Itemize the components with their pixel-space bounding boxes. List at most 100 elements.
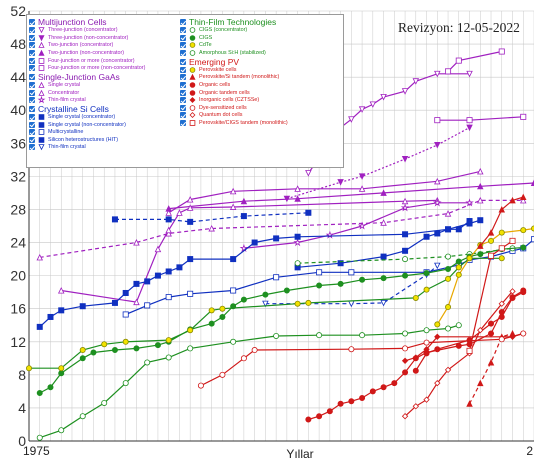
- legend-item-label: Silicon heterostructures (HIT): [48, 136, 119, 143]
- legend-checkbox[interactable]: [29, 50, 35, 56]
- legend-checkbox[interactable]: [180, 74, 186, 81]
- legend-checkbox[interactable]: [29, 73, 35, 80]
- legend-checkbox[interactable]: [29, 57, 35, 64]
- legend-checkbox[interactable]: [180, 42, 186, 49]
- legend-checkbox[interactable]: [180, 120, 186, 126]
- legend-item-label: Multicrystalline: [48, 129, 84, 136]
- data-point: [294, 260, 301, 267]
- data-point: [402, 330, 409, 337]
- series-gaas-thin-film-crystal: [239, 198, 474, 253]
- legend-checkbox[interactable]: [180, 34, 186, 41]
- series-cdte: [25, 255, 505, 372]
- data-point: [520, 113, 527, 120]
- legend-checkbox[interactable]: [180, 97, 186, 104]
- data-point: [154, 342, 161, 349]
- data-point: [111, 299, 118, 306]
- data-point: [434, 141, 441, 149]
- legend-checkbox[interactable]: [29, 136, 35, 143]
- legend-marker-icon: [189, 27, 196, 33]
- data-point: [189, 42, 196, 49]
- data-point: [520, 193, 527, 201]
- data-point: [391, 380, 398, 387]
- data-point: [294, 233, 301, 240]
- series-organic-tandem-cells: [412, 289, 527, 374]
- legend-checkbox[interactable]: [180, 112, 186, 119]
- data-point: [111, 347, 118, 354]
- data-point: [240, 296, 247, 303]
- legend-checkbox[interactable]: [29, 114, 35, 120]
- legend-checkbox[interactable]: [180, 66, 186, 73]
- data-point: [337, 280, 344, 287]
- legend-checkbox[interactable]: [29, 65, 35, 72]
- data-point: [509, 294, 516, 301]
- legend-checkbox[interactable]: [180, 19, 186, 25]
- data-point: [434, 321, 441, 328]
- x-tick-label: 1975: [23, 444, 50, 458]
- legend-item-label: Perovskite cells: [199, 66, 237, 73]
- series-perovskite-si-tandem-dashed-: [466, 330, 516, 407]
- series-si-single-crystal-concentrator-: [111, 209, 312, 225]
- data-point: [509, 288, 516, 295]
- legend-marker-icon: [189, 34, 196, 41]
- data-point: [402, 369, 409, 376]
- data-point: [455, 271, 462, 278]
- data-point: [189, 97, 196, 104]
- legend-item-label: Concentrator: [48, 89, 80, 96]
- data-point: [445, 265, 452, 272]
- legend-checkbox[interactable]: [29, 27, 35, 34]
- data-point: [38, 121, 45, 128]
- legend-checkbox[interactable]: [29, 19, 35, 25]
- legend-marker-icon: [38, 65, 45, 71]
- legend-checkbox[interactable]: [29, 97, 35, 104]
- legend-checkbox[interactable]: [29, 42, 35, 49]
- data-point: [38, 27, 45, 34]
- series-line: [168, 182, 534, 210]
- data-point: [239, 243, 249, 253]
- legend-checkbox[interactable]: [29, 89, 35, 96]
- legend-marker-icon: [38, 57, 45, 64]
- legend-checkbox[interactable]: [180, 89, 186, 96]
- data-point: [466, 347, 473, 354]
- data-point: [208, 307, 215, 314]
- legend-checkbox[interactable]: [29, 144, 35, 151]
- legend-checkbox[interactable]: [29, 82, 35, 88]
- series-four-junction-or-more-non-concentrator-: [434, 113, 527, 124]
- data-point: [488, 320, 495, 327]
- data-point: [208, 224, 215, 232]
- data-point: [189, 89, 196, 96]
- data-point: [337, 260, 344, 267]
- series-line: [468, 332, 513, 405]
- legend-checkbox[interactable]: [29, 129, 35, 136]
- data-point: [348, 398, 355, 405]
- legend-checkbox[interactable]: [180, 104, 186, 111]
- data-point: [38, 89, 45, 96]
- legend-item-label: Single crystal: [48, 82, 81, 88]
- legend-marker-icon: [189, 42, 196, 49]
- data-point: [380, 219, 387, 226]
- data-point: [186, 204, 194, 211]
- data-point: [434, 333, 441, 340]
- legend-checkbox[interactable]: [29, 34, 35, 41]
- series-two-junction-non-concentrator-: [165, 179, 534, 212]
- legend-checkbox[interactable]: [180, 58, 186, 65]
- data-point: [189, 27, 196, 33]
- data-point: [531, 225, 534, 232]
- legend-checkbox[interactable]: [29, 121, 35, 128]
- data-point: [47, 313, 54, 320]
- data-point: [58, 427, 65, 434]
- data-point: [488, 252, 495, 259]
- data-point: [58, 365, 65, 372]
- legend-checkbox[interactable]: [180, 50, 186, 56]
- data-point: [38, 114, 45, 120]
- data-point: [466, 255, 473, 262]
- legend-checkbox[interactable]: [29, 105, 35, 112]
- data-point: [144, 278, 151, 285]
- legend-item-label: Dye-sensitized cells: [199, 104, 247, 111]
- data-point: [189, 34, 196, 41]
- data-point: [434, 346, 441, 353]
- data-point: [401, 156, 409, 163]
- legend-checkbox[interactable]: [180, 82, 186, 88]
- legend-checkbox[interactable]: [180, 27, 186, 34]
- data-point: [444, 366, 452, 374]
- data-point: [79, 347, 86, 354]
